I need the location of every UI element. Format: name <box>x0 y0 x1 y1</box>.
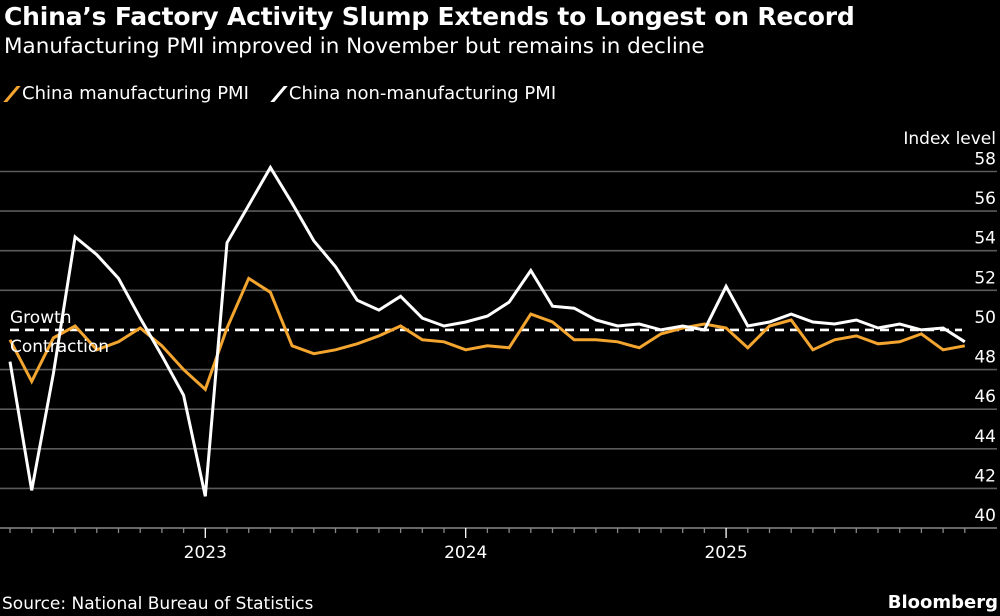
x-tick-label: 2025 <box>704 543 747 563</box>
x-tick-label: 2023 <box>184 543 227 563</box>
y-tick-label: 58 <box>974 150 996 170</box>
legend-label-manufacturing: China manufacturing PMI <box>22 83 249 104</box>
y-tick-label: 44 <box>974 427 996 447</box>
series-line-manufacturing <box>8 276 966 393</box>
legend: China manufacturing PMI China non-manufa… <box>3 83 557 104</box>
y-tick-label: 46 <box>974 387 996 407</box>
y-tick-label: 50 <box>974 308 996 328</box>
x-tick-label: 2024 <box>444 543 487 563</box>
chart-subtitle: Manufacturing PMI improved in November b… <box>4 34 705 59</box>
series-line-non-manufacturing <box>8 164 966 497</box>
y-tick-label: 42 <box>974 466 996 486</box>
growth-label: Growth <box>10 308 72 328</box>
contraction-label: Contraction <box>10 337 109 357</box>
legend-label-non-manufacturing: China non-manufacturing PMI <box>288 83 557 104</box>
y-tick-label: 40 <box>974 506 996 526</box>
legend-item-manufacturing: China manufacturing PMI <box>3 83 249 104</box>
legend-item-non-manufacturing: China non-manufacturing PMI <box>270 83 557 104</box>
source-note: Source: National Bureau of Statistics <box>2 594 314 614</box>
y-tick-label: 48 <box>974 348 996 368</box>
y-tick-label: 54 <box>974 229 996 249</box>
chart-title: China’s Factory Activity Slump Extends t… <box>4 2 855 31</box>
bloomberg-logo: Bloomberg <box>887 592 998 613</box>
y-tick-label: 56 <box>974 189 996 209</box>
y-axis-label: Index level <box>903 129 996 149</box>
y-tick-label: 52 <box>974 268 996 288</box>
